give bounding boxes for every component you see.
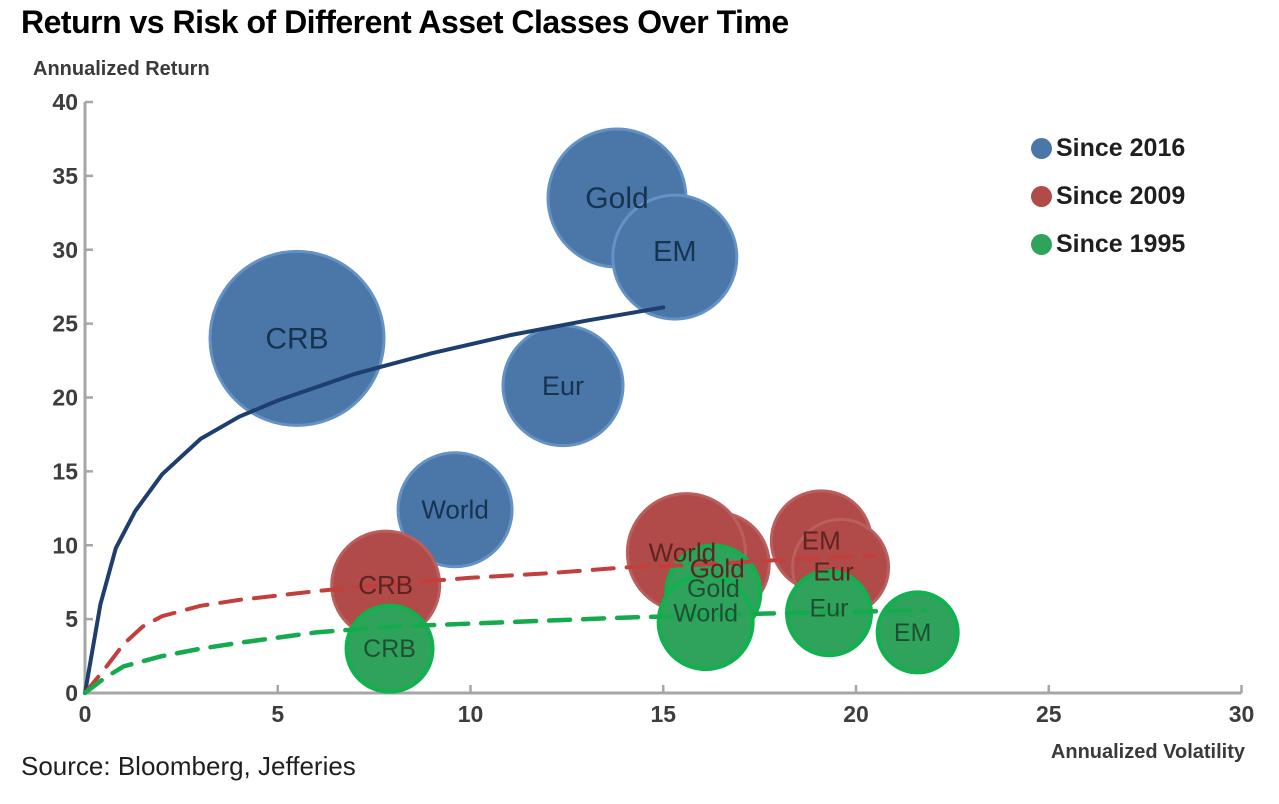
y-tick-label-10: 10 [52, 532, 78, 558]
legend-item-since-2016: Since 2016 [1031, 124, 1185, 172]
bubble-since-2016-crb [208, 249, 386, 427]
trend-line-since-2009 [83, 553, 878, 695]
bubble-label-since-2016-world: World [421, 495, 488, 525]
bubble-label-since-2016-crb: CRB [265, 323, 328, 356]
x-tick-label-30: 30 [1229, 701, 1255, 727]
bubble-label-since-1995-crb: CRB [363, 635, 416, 663]
y-tick-label-20: 20 [52, 385, 78, 411]
bubble-since-1995-world [656, 573, 755, 672]
legend-item-since-1995: Since 1995 [1031, 220, 1185, 268]
x-tick-label-5: 5 [271, 701, 284, 727]
chart-title: Return vs Risk of Different Asset Classe… [21, 4, 789, 40]
bubble-label-since-2009-eur: Eur [813, 556, 854, 586]
y-axis-title: Annualized Return [33, 58, 210, 80]
bubble-since-2016-world [396, 451, 514, 569]
bubble-label-since-2009-em: EM [802, 526, 841, 556]
x-tick-label-20: 20 [843, 701, 869, 727]
source-note: Source: Bloomberg, Jefferies [21, 751, 356, 781]
legend-label-since-1995: Since 1995 [1056, 229, 1186, 258]
bubble-label-since-2009-crb: CRB [358, 570, 413, 600]
y-tick-label-30: 30 [52, 237, 78, 263]
x-tick-label-10: 10 [458, 701, 484, 727]
axes: 0 5 10 15 20 25 30 0 5 10 15 20 25 30 35 40 [52, 89, 1254, 727]
y-tick-label-5: 5 [65, 606, 78, 632]
bubble-label-since-1995-world: World [673, 600, 738, 628]
legend-item-since-2009: Since 2009 [1031, 172, 1185, 220]
bubble-label-since-2016-eur: Eur [542, 371, 584, 401]
bubble-label-since-2009-world: World [649, 537, 716, 567]
legend-dot-since-2009 [1031, 185, 1052, 207]
legend-dot-since-1995 [1031, 233, 1052, 255]
bubble-label-since-2016-em: EM [653, 236, 697, 268]
x-tick-label-15: 15 [650, 701, 676, 727]
bubble-label-since-2016-gold: Gold [585, 182, 648, 215]
y-tick-label-25: 25 [52, 311, 78, 337]
x-axis-title: Annualized Volatility [1050, 741, 1245, 763]
y-tick-label-40: 40 [52, 89, 78, 115]
x-tick-label-0: 0 [79, 701, 92, 727]
y-tick-label-35: 35 [52, 163, 78, 189]
legend-dot-since-2016 [1031, 137, 1052, 159]
legend-label-since-2009: Since 2009 [1056, 181, 1186, 210]
trend-line-since-2016 [83, 305, 666, 695]
trend-line-since-1995 [82, 608, 928, 696]
bubble-label-since-1995-eur: Eur [810, 595, 849, 623]
x-tick-label-25: 25 [1036, 701, 1062, 727]
bubble-label-since-2009-gold: Gold [690, 553, 745, 583]
y-tick-label-15: 15 [52, 458, 78, 484]
y-tick-label-0: 0 [65, 680, 78, 706]
legend-label-since-2016: Since 2016 [1056, 133, 1186, 162]
chart-legend: Since 2016 Since 2009 Since 1995 [1031, 124, 1185, 268]
trend-lines [82, 305, 928, 696]
bubble-label-since-1995-em: EM [894, 619, 932, 647]
bubble-since-2016-em [611, 193, 739, 321]
bubble-label-since-1995-gold: Gold [687, 575, 740, 603]
